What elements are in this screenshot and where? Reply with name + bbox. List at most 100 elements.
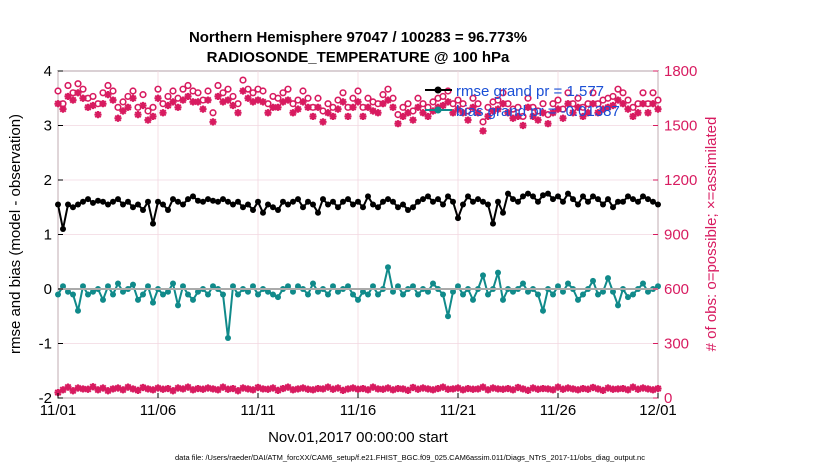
data-point [610,288,616,295]
data-point [439,383,447,391]
legend-rmse-label: rmse grand pr = 1.577 [456,83,604,100]
data-point [599,386,607,394]
data-point [445,313,451,320]
data-point [470,198,476,205]
data-point [165,288,171,295]
data-point [454,384,462,392]
data-point [210,283,216,290]
data-point [469,103,477,111]
data-point [134,386,142,394]
data-point [430,280,436,287]
data-point [605,196,611,203]
data-point [384,384,392,392]
data-point [184,383,192,391]
data-point [474,100,482,108]
tick-label-right: 900 [664,227,689,244]
data-point [354,385,362,393]
data-point [379,100,387,108]
data-point [250,283,256,290]
data-point [509,114,517,122]
series-obs-rejected [54,383,662,397]
data-point [614,385,622,393]
data-point [79,385,87,393]
data-point [524,103,532,111]
data-point [354,87,362,95]
data-point [274,386,282,394]
data-point [440,201,446,208]
data-point [619,384,627,393]
data-point [649,386,657,394]
data-point [425,288,431,295]
data-point [655,283,661,290]
data-point [70,204,76,211]
data-point [169,387,177,395]
data-point [320,196,326,203]
data-point [474,385,482,393]
data-point [510,196,516,203]
data-point [624,386,632,394]
data-point [105,201,111,208]
tick-label-left: 2 [44,172,52,189]
data-point [615,198,621,205]
data-point [60,226,66,233]
data-point [365,291,371,298]
data-point [519,385,527,393]
data-point [324,109,332,117]
data-point [160,201,166,208]
data-point [264,385,272,393]
data-point [204,87,212,95]
data-point [194,384,202,393]
tick-label-left: -1 [39,336,52,353]
data-point [59,386,67,394]
data-point [390,198,396,205]
data-point [614,96,622,104]
data-point [145,198,151,205]
data-point [240,204,246,211]
data-point [219,89,227,97]
data-point [319,118,327,126]
data-point [75,201,81,208]
data-point [315,209,321,216]
data-point [459,100,467,108]
data-point [120,288,126,295]
data-point [569,385,577,393]
data-point [185,291,191,298]
data-point [469,94,477,102]
data-point [625,193,631,200]
data-point [619,100,627,108]
data-point [599,105,607,113]
data-point [64,81,72,90]
data-point [89,101,97,110]
data-point [500,209,506,216]
data-point [299,87,307,95]
data-point [149,112,157,121]
data-point [154,85,162,93]
data-point [109,385,117,393]
data-point [69,387,77,395]
chart-title: Northern Hemisphere 97047 / 100283 = 96.… [189,29,527,46]
data-point [210,197,216,204]
data-point [149,103,157,111]
data-point [324,100,332,108]
data-point [419,384,427,392]
data-point [395,204,401,211]
data-point [419,100,427,108]
data-point [575,201,581,208]
data-point [374,109,382,117]
data-point [555,193,561,200]
data-point [550,291,556,298]
data-point [139,91,147,99]
data-point [154,384,162,392]
data-point [325,291,331,298]
data-point [605,275,611,282]
data-point [649,89,657,97]
data-point [470,296,476,303]
data-point [520,280,526,287]
data-point [534,116,542,124]
data-point [634,385,642,393]
data-point [54,100,62,108]
data-point [364,386,372,394]
tick-label-right: 0 [664,390,672,407]
data-point [490,220,496,227]
data-point [224,85,232,93]
